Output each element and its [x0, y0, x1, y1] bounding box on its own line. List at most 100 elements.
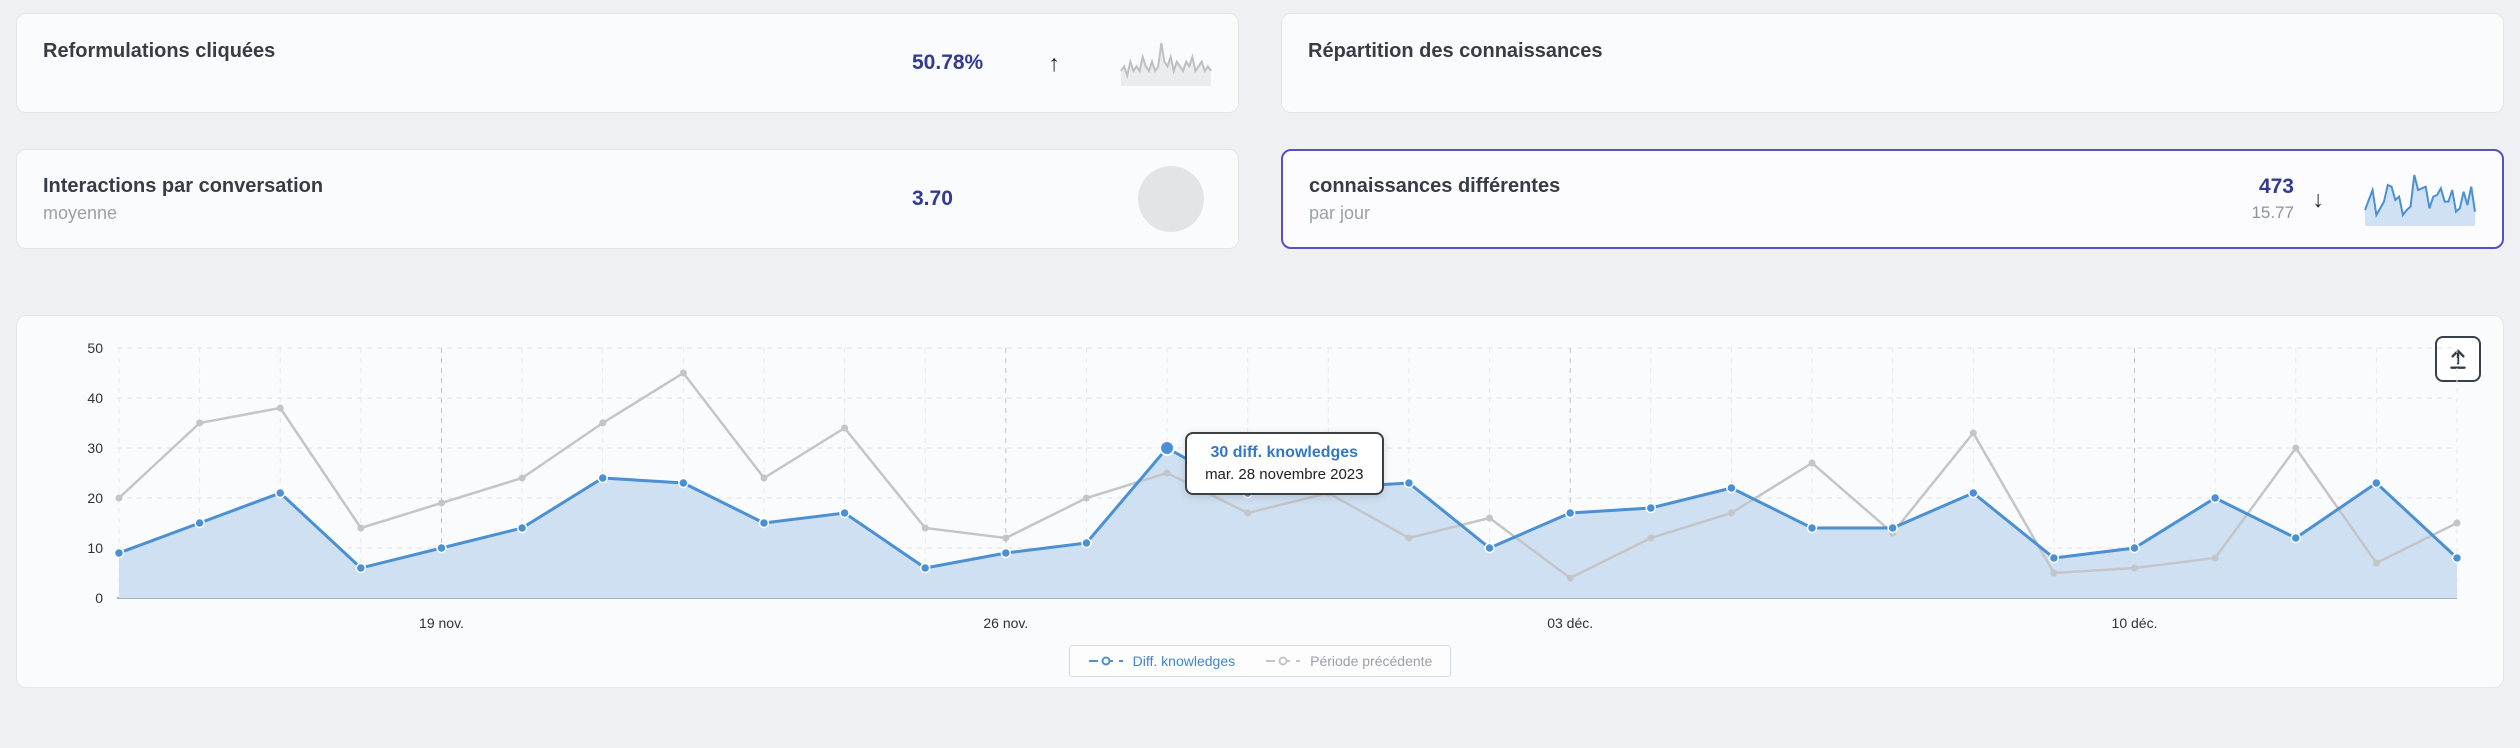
- gray-series-point: [1244, 509, 1252, 517]
- card-repartition[interactable]: Répartition des connaissances: [1281, 13, 2504, 113]
- blue-series-point[interactable]: [355, 562, 367, 574]
- blue-series-point[interactable]: [1403, 477, 1415, 489]
- blue-series-point[interactable]: [2209, 492, 2221, 504]
- sparkline-slot: [2342, 171, 2476, 227]
- blue-series-point[interactable]: [2048, 552, 2060, 564]
- blue-series-point[interactable]: [597, 472, 608, 484]
- legend-item-periode-precedente[interactable]: Période précédente: [1265, 653, 1432, 669]
- blue-series-point[interactable]: [1645, 502, 1657, 514]
- card-reformulations[interactable]: Reformulations cliquées 50.78% ↑: [16, 13, 1239, 113]
- blue-series-point[interactable]: [516, 522, 528, 534]
- gray-series-point: [357, 524, 365, 532]
- gray-series-point: [2372, 559, 2380, 567]
- card-subtitle: moyenne: [43, 202, 118, 223]
- highlighted-point[interactable]: [1159, 440, 1176, 456]
- sparkline-line: [2364, 174, 2476, 218]
- card-subtitle: par jour: [1309, 202, 1371, 223]
- blue-series-point[interactable]: [1484, 542, 1495, 554]
- gray-series-point: [1002, 534, 1010, 542]
- gray-series-point: [1566, 574, 1574, 582]
- gray-sparkline-chart: [1120, 42, 1212, 86]
- blue-series-point[interactable]: [1968, 487, 1979, 499]
- blue-series-point[interactable]: [1887, 522, 1898, 534]
- gray-series-point: [115, 494, 123, 502]
- gray-series-point: [2453, 519, 2461, 527]
- blue-series-point[interactable]: [274, 487, 286, 499]
- x-tick-label: 19 nov.: [419, 615, 464, 631]
- blue-series-point[interactable]: [2290, 532, 2302, 544]
- blue-series-point[interactable]: [1081, 537, 1092, 549]
- x-tick-label: 26 nov.: [983, 615, 1028, 631]
- export-icon: [2450, 349, 2466, 369]
- blue-series-point[interactable]: [1000, 547, 1012, 559]
- kpi-value: 50.78%: [912, 51, 984, 74]
- kpi-value-col: 3.70: [912, 187, 1030, 211]
- kpi-value: 3.70: [912, 187, 953, 210]
- card-interactions[interactable]: Interactions par conversation moyenne 3.…: [16, 149, 1239, 249]
- blue-series-point[interactable]: [2451, 552, 2463, 564]
- card-title-block: Répartition des connaissances: [1308, 40, 2477, 63]
- blue-series-point[interactable]: [2371, 477, 2382, 489]
- chart-legend: Diff. knowledges Période précédente: [1068, 645, 1452, 677]
- sparkline-slot: [1078, 166, 1212, 232]
- blue-series-point[interactable]: [1726, 482, 1737, 494]
- kpi-grid: Reformulations cliquées 50.78% ↑ Réparti…: [16, 13, 2504, 249]
- kpi-value-col: 473 15.77: [2190, 175, 2294, 223]
- kpi-per-day-value: 15.77: [2251, 203, 2294, 222]
- blue-series-point[interactable]: [113, 547, 125, 559]
- dashboard-page: Reformulations cliquées 50.78% ↑ Réparti…: [16, 13, 2504, 688]
- blue-series-point[interactable]: [2129, 542, 2140, 554]
- gray-series-point: [2211, 554, 2219, 562]
- y-tick-label: 40: [87, 390, 103, 406]
- kpi-value-col: 50.78%: [912, 51, 1030, 75]
- legend-label: Période précédente: [1310, 653, 1433, 669]
- gray-series-point: [196, 419, 204, 427]
- gray-series-point: [760, 474, 768, 482]
- blue-series-point[interactable]: [839, 507, 850, 519]
- blue-series-point[interactable]: [758, 517, 770, 529]
- sparkline-line: [1120, 42, 1212, 80]
- kpi-value: 473: [2258, 175, 2294, 198]
- gray-series-point: [1808, 459, 1816, 467]
- diff-knowledges-line-chart[interactable]: 0 10 20 30 40 50 19 nov. 26 nov. 03 déc. 10 déc.: [37, 330, 2483, 642]
- legend-item-diff-knowledges[interactable]: Diff. knowledges: [1088, 653, 1235, 669]
- legend-marker-blue: [1088, 656, 1123, 666]
- gray-series-point: [1082, 494, 1090, 502]
- blue-series-point[interactable]: [919, 562, 931, 574]
- legend-row: Diff. knowledges Période précédente: [37, 645, 2483, 677]
- blue-area-fill: [119, 448, 2457, 598]
- trend-down-icon: ↓: [2312, 185, 2324, 212]
- gray-series-point: [1163, 469, 1171, 477]
- card-title: Reformulations cliquées: [43, 40, 276, 62]
- card-title-block: Interactions par conversation moyenne: [43, 175, 912, 224]
- trend-up-icon: ↑: [1048, 49, 1060, 76]
- gray-series-point: [921, 524, 929, 532]
- gray-series-point: [518, 474, 526, 482]
- kpi-right: 50.78% ↑: [912, 39, 1212, 87]
- kpi-right: 3.70: [912, 166, 1212, 232]
- blue-series-point[interactable]: [1806, 522, 1818, 534]
- card-title-block: Reformulations cliquées: [43, 40, 912, 63]
- blue-series-point[interactable]: [436, 542, 447, 554]
- gray-series-line: [118, 371, 2458, 580]
- y-tick-label: 0: [95, 590, 103, 606]
- x-tick-label: 03 déc.: [1547, 615, 1593, 631]
- sparkline-slot: [1078, 39, 1212, 87]
- legend-marker-gray: [1266, 656, 1301, 666]
- card-connaissances-differentes[interactable]: connaissances différentes par jour 473 1…: [1281, 149, 2504, 249]
- gray-series-point: [2292, 444, 2300, 452]
- gray-series-point: [1405, 534, 1413, 542]
- card-title: connaissances différentes: [1309, 174, 1561, 197]
- blue-sparkline-chart: [2364, 174, 2476, 226]
- blue-series-point[interactable]: [194, 517, 205, 529]
- y-tick-label: 30: [87, 440, 103, 456]
- y-tick-label: 50: [87, 340, 103, 356]
- tooltip-value: 30 diff. knowledges: [1210, 444, 1359, 461]
- blue-series-point[interactable]: [1564, 507, 1576, 519]
- kpi-right: 473 15.77 ↓: [2190, 171, 2476, 227]
- blue-series-point[interactable]: [678, 477, 689, 489]
- export-button[interactable]: [2435, 336, 2481, 382]
- x-tick-label: 10 déc.: [2112, 615, 2158, 631]
- legend-label: Diff. knowledges: [1132, 653, 1236, 669]
- gray-series-point: [599, 419, 607, 427]
